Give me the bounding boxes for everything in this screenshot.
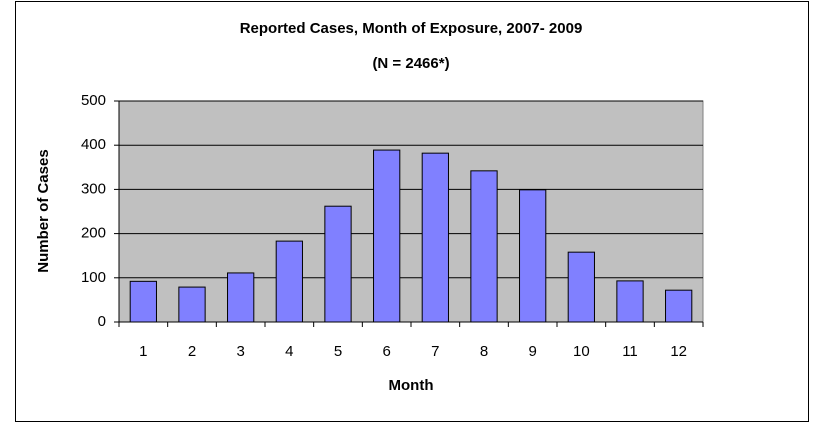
y-tick-label: 500 bbox=[81, 92, 106, 109]
x-tick-label: 1 bbox=[139, 343, 147, 360]
bar bbox=[227, 272, 255, 323]
plot-area bbox=[118, 100, 704, 323]
bar bbox=[567, 251, 595, 323]
x-tick-label: 4 bbox=[285, 343, 293, 360]
bar bbox=[275, 240, 303, 323]
bar bbox=[665, 289, 693, 323]
x-tick-label: 8 bbox=[480, 343, 488, 360]
x-tick-label: 12 bbox=[670, 343, 687, 360]
x-tick-label: 6 bbox=[382, 343, 390, 360]
x-tick-label: 7 bbox=[431, 343, 439, 360]
bar bbox=[616, 280, 644, 323]
chart-subtitle: (N = 2466*) bbox=[372, 55, 449, 72]
y-tick-label: 100 bbox=[81, 269, 106, 286]
x-axis-label: Month bbox=[389, 377, 434, 394]
y-tick-label: 400 bbox=[81, 136, 106, 153]
chart-title: Reported Cases, Month of Exposure, 2007-… bbox=[240, 20, 583, 37]
x-tick-label: 5 bbox=[334, 343, 342, 360]
y-tick-label: 0 bbox=[98, 313, 106, 330]
bar bbox=[324, 205, 352, 323]
x-tick-label: 9 bbox=[528, 343, 536, 360]
bar bbox=[178, 286, 206, 323]
x-tick-label: 2 bbox=[188, 343, 196, 360]
bar bbox=[373, 149, 401, 323]
x-tick-label: 10 bbox=[573, 343, 590, 360]
y-tick-label: 300 bbox=[81, 180, 106, 197]
bar bbox=[421, 152, 449, 323]
bar bbox=[470, 170, 498, 323]
x-tick-label: 3 bbox=[236, 343, 244, 360]
y-tick-label: 200 bbox=[81, 225, 106, 242]
bar bbox=[129, 280, 157, 323]
x-tick-label: 11 bbox=[622, 343, 638, 360]
y-axis-label: Number of Cases bbox=[35, 149, 52, 272]
bar bbox=[519, 189, 547, 323]
